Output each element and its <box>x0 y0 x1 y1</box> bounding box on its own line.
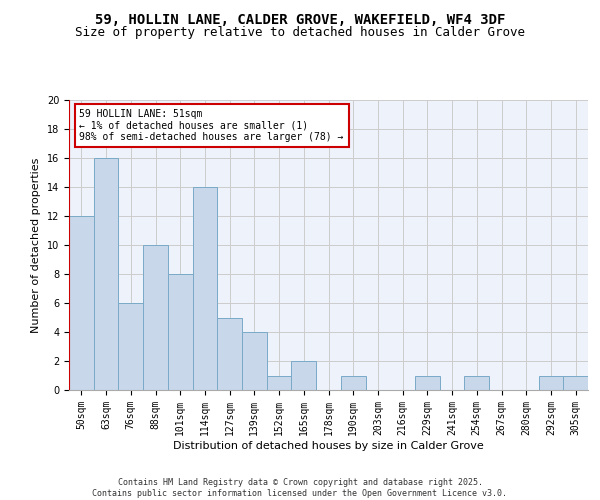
Bar <box>118 303 143 390</box>
Bar <box>94 158 118 390</box>
Bar <box>464 376 489 390</box>
Bar <box>341 376 365 390</box>
Bar <box>193 187 217 390</box>
Y-axis label: Number of detached properties: Number of detached properties <box>31 158 41 332</box>
Bar <box>292 361 316 390</box>
Bar <box>539 376 563 390</box>
Bar <box>217 318 242 390</box>
Bar <box>415 376 440 390</box>
Text: 59 HOLLIN LANE: 51sqm
← 1% of detached houses are smaller (1)
98% of semi-detach: 59 HOLLIN LANE: 51sqm ← 1% of detached h… <box>79 108 344 142</box>
Text: Size of property relative to detached houses in Calder Grove: Size of property relative to detached ho… <box>75 26 525 39</box>
Text: 59, HOLLIN LANE, CALDER GROVE, WAKEFIELD, WF4 3DF: 59, HOLLIN LANE, CALDER GROVE, WAKEFIELD… <box>95 12 505 26</box>
Bar <box>267 376 292 390</box>
Text: Contains HM Land Registry data © Crown copyright and database right 2025.
Contai: Contains HM Land Registry data © Crown c… <box>92 478 508 498</box>
Bar <box>168 274 193 390</box>
X-axis label: Distribution of detached houses by size in Calder Grove: Distribution of detached houses by size … <box>173 440 484 450</box>
Bar <box>563 376 588 390</box>
Bar <box>69 216 94 390</box>
Bar <box>242 332 267 390</box>
Bar <box>143 245 168 390</box>
